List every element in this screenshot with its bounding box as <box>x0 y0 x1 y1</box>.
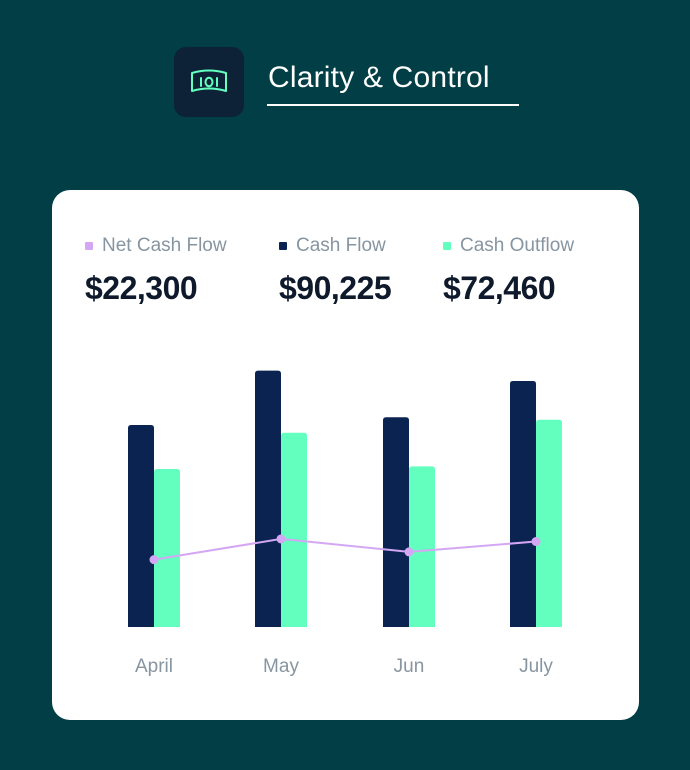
legend-swatch-cash-flow <box>279 242 287 250</box>
metric-value: $72,460 <box>443 270 556 306</box>
bar-cash-flow-jun <box>383 417 409 627</box>
legend-swatch-net-cash-flow <box>85 242 93 250</box>
bar-cash-flow-july <box>510 380 536 627</box>
bar-cash-outflow-april <box>154 469 180 627</box>
metric-cash-flow: Cash Flow $90,225 <box>279 234 392 307</box>
point-net-cash-flow-april <box>149 555 159 565</box>
legend-item-cash-flow: Cash Flow <box>279 234 391 258</box>
metric-net-cash-flow: Net Cash Flow $22,300 <box>85 234 227 307</box>
point-net-cash-flow-may <box>276 534 286 544</box>
metric-cash-outflow: Cash Outflow $72,460 <box>443 234 574 307</box>
metric-value: $90,225 <box>279 270 392 306</box>
point-net-cash-flow-jun <box>404 547 414 557</box>
bar-cash-outflow-may <box>281 432 307 627</box>
cash-flow-card: Net Cash Flow $22,300 Cash Flow $90,225 … <box>52 190 639 720</box>
legend-item-cash-outflow: Cash Outflow <box>443 234 574 258</box>
header: Clarity & Control <box>174 47 524 117</box>
line-net-cash-flow <box>153 537 537 561</box>
x-tick-label: April <box>135 656 173 677</box>
title-underline <box>267 104 519 106</box>
banknote-icon-glyph <box>191 69 227 92</box>
x-tick-label: Jun <box>394 656 425 677</box>
metric-value: $22,300 <box>85 270 198 306</box>
point-net-cash-flow-july <box>531 537 541 547</box>
legend-item-net-cash-flow: Net Cash Flow <box>85 234 227 258</box>
bar-cash-outflow-jun <box>409 466 435 627</box>
metric-label: Cash Flow <box>296 235 386 256</box>
x-tick-label: July <box>519 656 553 677</box>
page-title: Clarity & Control <box>268 61 490 94</box>
x-tick-label: May <box>263 656 299 677</box>
bar-cash-flow-april <box>128 424 154 627</box>
legend-swatch-cash-outflow <box>443 242 451 250</box>
banknote-icon <box>174 47 244 117</box>
cash-flow-chart: April May Jun July <box>128 370 562 677</box>
metric-label: Cash Outflow <box>460 235 575 256</box>
metric-label: Net Cash Flow <box>102 235 227 256</box>
bar-cash-flow-may <box>255 370 281 627</box>
bar-cash-outflow-july <box>536 419 562 627</box>
